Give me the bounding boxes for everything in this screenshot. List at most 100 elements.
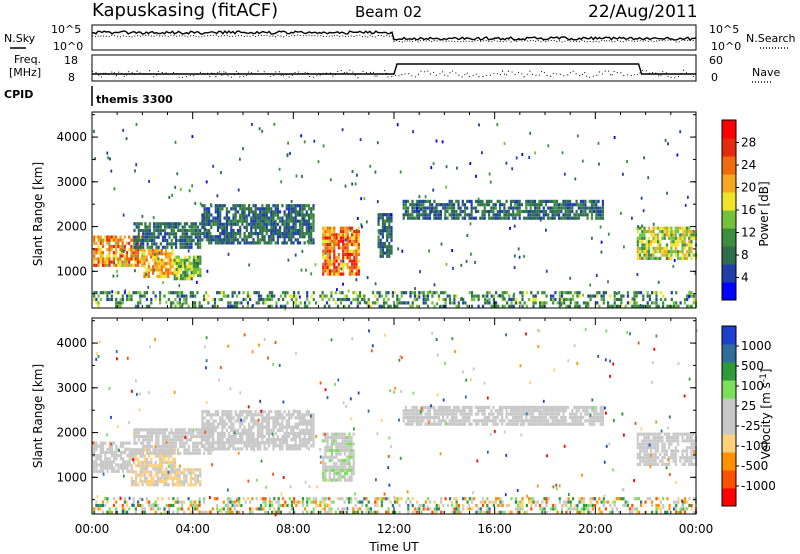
heatmap-cell: [295, 174, 298, 178]
heatmap-cell: [276, 216, 279, 220]
heatmap-cell: [130, 476, 133, 480]
heatmap-cell: [388, 235, 391, 239]
heatmap-cell: [450, 206, 453, 210]
heatmap-cell: [348, 458, 351, 463]
heatmap-cell: [196, 428, 199, 432]
heatmap-cell: [245, 222, 248, 226]
heatmap-cell: [106, 497, 109, 501]
heatmap-cell: [205, 291, 208, 295]
heatmap-cell: [261, 416, 264, 420]
heatmap-cell: [285, 441, 288, 445]
heatmap-cell: [576, 301, 579, 305]
heatmap-cell: [128, 235, 131, 239]
heatmap-cell: [270, 428, 273, 432]
heatmap-cell: [588, 199, 591, 203]
heatmap-cell: [144, 438, 147, 442]
heatmap-cell: [194, 451, 197, 455]
heatmap-cell: [485, 209, 488, 214]
heatmap-cell: [481, 216, 484, 220]
heatmap-cell: [444, 209, 447, 214]
heatmap-cell: [323, 304, 326, 308]
heatmap-cell: [351, 262, 354, 266]
heatmap-cell: [261, 228, 264, 233]
cpid-value: themis 3300: [96, 93, 173, 106]
heatmap-cell: [402, 301, 405, 305]
heatmap-cell: [433, 422, 436, 426]
heatmap-cell: [299, 419, 302, 423]
heatmap-cell: [485, 199, 488, 203]
heatmap-cell: [512, 213, 515, 217]
heatmap-cell: [294, 219, 297, 223]
heatmap-cell: [420, 291, 423, 295]
heatmap-cell: [641, 432, 644, 436]
heatmap-cell: [201, 419, 204, 423]
heatmap-cell: [677, 439, 680, 443]
heatmap-cell: [445, 262, 448, 266]
heatmap-cell: [418, 203, 421, 207]
heatmap-cell: [156, 483, 159, 487]
heatmap-cell: [250, 210, 253, 214]
heatmap-cell: [310, 425, 313, 429]
heatmap-cell: [647, 432, 651, 436]
heatmap-cell: [112, 257, 115, 261]
heatmap-cell: [165, 271, 168, 275]
heatmap-cell: [346, 445, 349, 449]
heatmap-cell: [119, 301, 122, 305]
heatmap-cell: [353, 252, 356, 257]
heatmap-cell: [492, 301, 495, 305]
heatmap-cell: [679, 301, 682, 305]
heatmap-cell: [292, 219, 295, 223]
heatmap-cell: [525, 209, 528, 214]
heatmap-cell: [245, 447, 248, 451]
heatmap-cell: [239, 216, 242, 220]
heatmap-cell: [194, 232, 197, 236]
heatmap-cell: [329, 178, 332, 182]
heatmap-cell: [681, 236, 684, 240]
heatmap-cell: [566, 199, 569, 203]
heatmap-cell: [199, 232, 202, 236]
heatmap-cell: [553, 209, 556, 214]
heatmap-cell: [453, 203, 456, 207]
heatmap-cell: [223, 225, 226, 229]
heatmap-cell: [152, 265, 155, 269]
heatmap-cell: [571, 203, 574, 207]
heatmap-cell: [185, 434, 188, 439]
heatmap-cell: [158, 258, 161, 262]
heatmap-cell: [688, 439, 691, 443]
heatmap-cell: [379, 251, 382, 255]
heatmap-cell: [645, 462, 648, 466]
heatmap-cell: [292, 207, 295, 211]
heatmap-cell: [157, 257, 160, 261]
heatmap-cell: [492, 213, 495, 217]
heatmap-cell: [620, 294, 623, 298]
heatmap-cell: [677, 432, 680, 436]
heatmap-cell: [681, 456, 684, 460]
heatmap-cell: [445, 185, 447, 189]
heatmap-cell: [110, 294, 113, 298]
heatmap-cell: [542, 412, 545, 416]
heatmap-cell: [212, 219, 215, 223]
heatmap-cell: [383, 304, 386, 308]
heatmap-cell: [183, 471, 186, 475]
heatmap-cell: [268, 297, 271, 302]
heatmap-cell: [256, 422, 259, 426]
heatmap-cell: [350, 475, 353, 479]
heatmap-cell: [350, 435, 353, 440]
heatmap-cell: [177, 238, 180, 243]
heatmap-cell: [148, 454, 151, 458]
heatmap-cell: [301, 413, 304, 417]
heatmap-cell: [270, 241, 273, 245]
heatmap-cell: [285, 447, 288, 451]
heatmap-cell: [170, 438, 173, 442]
heatmap-cell: [415, 419, 418, 423]
heatmap-cell: [512, 209, 515, 214]
heatmap-cell: [328, 475, 331, 479]
heatmap-cell: [374, 294, 377, 298]
heatmap-cell: [643, 462, 646, 466]
heatmap-cell: [346, 472, 349, 476]
heatmap-cell: [661, 226, 664, 230]
heatmap-cell: [135, 448, 138, 452]
heatmap-cell: [230, 416, 233, 420]
heatmap-cell: [355, 256, 358, 260]
heatmap-cell: [198, 441, 201, 445]
